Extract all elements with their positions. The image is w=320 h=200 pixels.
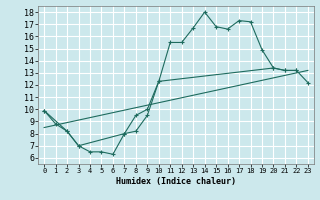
X-axis label: Humidex (Indice chaleur): Humidex (Indice chaleur) (116, 177, 236, 186)
